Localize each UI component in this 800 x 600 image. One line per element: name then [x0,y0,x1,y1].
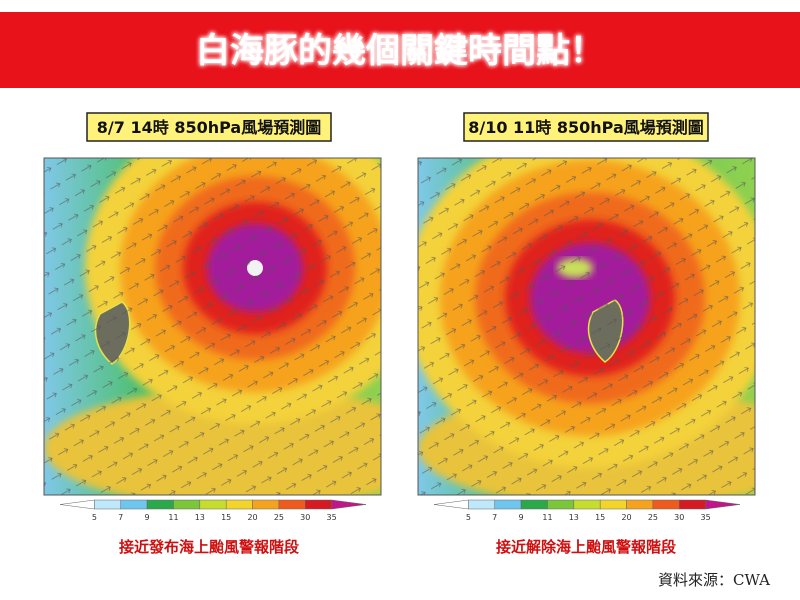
colorbar-end [705,499,741,510]
colorbar-segment [626,499,654,510]
colorbar-tick-label: 5 [92,513,97,522]
wind-map [418,158,755,495]
colorbar-tick-label: 5 [466,513,471,522]
colorbar-segment [278,499,306,510]
colorbar-segment [547,499,575,510]
colorbar-segment [252,499,280,510]
map-border [417,157,756,496]
colorbar-segment [520,499,548,510]
colorbar-tick-label: 7 [118,513,123,522]
wind-arrows [44,158,381,495]
colorbar-tick-label: 35 [701,513,711,522]
colorbar-segment [146,499,174,510]
colorbar-start [433,499,469,510]
colorbar-end [331,499,367,510]
colorbar-segment [225,499,253,510]
colorbar-tick-label: 25 [648,513,658,522]
colorbar-tick-label: 11 [168,513,178,522]
colorbar-segment [573,499,601,510]
colorbar-segment [305,499,332,510]
colorbar-tick-label: 30 [674,513,684,522]
colorbar-segment [120,499,148,510]
colorbar-segment [173,499,201,510]
colorbar-tick-label: 30 [300,513,310,522]
colorbar-tick-label: 13 [195,513,205,522]
title-banner [0,12,800,88]
wind-arrows [418,158,755,495]
colorbar-tick-label: 15 [221,513,231,522]
panel-label: 8/10 11時 850hPa風場預測圖 [468,118,704,137]
colorbar-segment [94,499,121,510]
colorbar-tick-label: 11 [542,513,552,522]
wind-map [44,158,381,495]
panel-label: 8/7 14時 850hPa風場預測圖 [97,118,321,137]
panel: 8/7 14時 850hPa風場預測圖 5 7 9 11 13 15 20 25 30 35 接近發布… [43,112,382,556]
label-box [463,112,709,142]
colorbar-tick-label: 20 [247,513,257,522]
colorbar-start [59,499,95,510]
colorbar-tick-label: 25 [274,513,284,522]
colorbar-segment [199,499,227,510]
map-border [43,157,382,496]
colorbar-tick-label: 15 [595,513,605,522]
title: 白海豚的幾個關鍵時間點！ [196,31,604,71]
colorbar-segment [652,499,680,510]
colorbar-segment [494,499,522,510]
colorbar-tick-label: 35 [327,513,337,522]
colorbar-tick-label: 20 [621,513,631,522]
colorbar-segment [468,499,495,510]
panel: 8/10 11時 850hPa風場預測圖 5 7 9 11 13 15 20 25 30 35 接近解… [417,112,756,556]
colorbar-tick-label: 9 [519,513,524,522]
source: 資料來源：CWA [658,571,770,589]
colorbar-tick-label: 9 [145,513,150,522]
colorbar-tick-label: 7 [492,513,497,522]
panel-caption: 接近解除海上颱風警報階段 [496,538,676,556]
colorbar-segment [599,499,627,510]
panel-caption: 接近發布海上颱風警報階段 [119,538,299,556]
colorbar-segment [679,499,706,510]
colorbar-tick-label: 13 [569,513,579,522]
panels: 8/7 14時 850hPa風場預測圖 5 7 9 11 13 15 20 25 30 35 接近發布… [43,112,756,556]
label-box [86,112,332,142]
